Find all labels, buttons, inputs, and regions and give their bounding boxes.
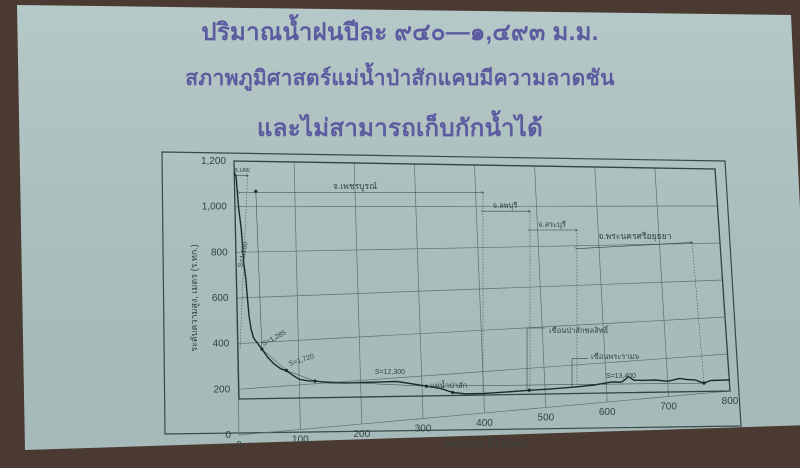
svg-text:200: 200: [214, 384, 231, 395]
svg-text:S=13,400: S=13,400: [606, 373, 636, 380]
svg-text:จ.เลย: จ.เลย: [234, 167, 250, 174]
svg-text:0: 0: [236, 440, 242, 451]
svg-text:200: 200: [353, 429, 370, 440]
svg-text:800: 800: [211, 247, 228, 258]
svg-text:0: 0: [225, 430, 231, 441]
svg-text:เขื่อนพระราม๖: เขื่อนพระราม๖: [591, 351, 640, 361]
svg-text:แม่น้ำป่าสัก: แม่น้ำป่าสัก: [430, 380, 467, 390]
svg-text:S=1,150: S=1,150: [237, 241, 249, 268]
svg-text:S=12,300: S=12,300: [375, 369, 405, 376]
svg-text:จ.พระนครศรีอยุธยา: จ.พระนครศรีอยุธยา: [598, 231, 671, 242]
svg-text:500: 500: [538, 413, 555, 424]
svg-text:600: 600: [212, 293, 229, 304]
svg-text:S=1,720: S=1,720: [288, 353, 315, 368]
svg-text:เขื่อนป่าสักชลสิทธิ์: เขื่อนป่าสักชลสิทธิ์: [549, 325, 610, 335]
svg-text:400: 400: [213, 339, 230, 350]
svg-text:1,200: 1,200: [201, 156, 226, 167]
svg-text:700: 700: [660, 402, 677, 413]
svg-text:จ.สระบุรี: จ.สระบุรี: [538, 220, 566, 229]
svg-text:จ.เพชรบูรณ์: จ.เพชรบูรณ์: [333, 181, 377, 192]
svg-text:1,000: 1,000: [202, 202, 227, 213]
svg-text:จ.ลพบุรี: จ.ลพบุรี: [493, 201, 518, 210]
svg-text:S=1,285: S=1,285: [261, 329, 288, 348]
svg-text:100: 100: [292, 435, 309, 446]
svg-text:400: 400: [476, 418, 493, 429]
svg-text:300: 300: [415, 424, 432, 435]
svg-text:ระดับความสูง, เมตร (ร.ทก.): ระดับความสูง, เมตร (ร.ทก.): [189, 244, 200, 352]
svg-text:600: 600: [599, 407, 616, 418]
svg-text:ระยะทาง, กิโลเมตร: ระยะทาง, กิโลเมตร: [443, 437, 528, 450]
svg-text:800: 800: [722, 396, 739, 407]
